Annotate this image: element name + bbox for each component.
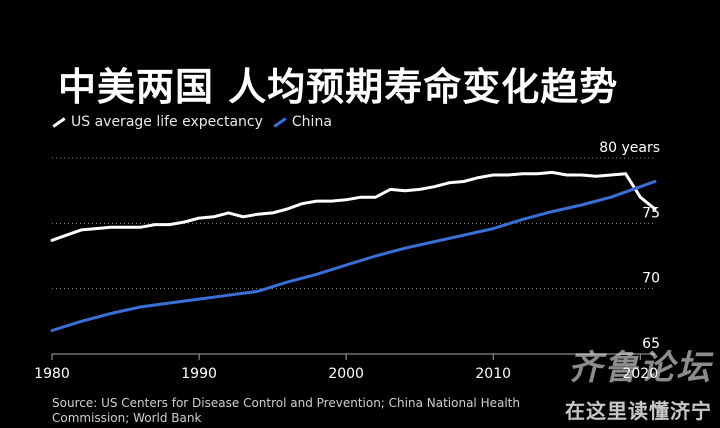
y-tick-label-65: 65 bbox=[642, 336, 660, 352]
x-tick-label-2000: 2000 bbox=[328, 366, 364, 382]
legend: US average life expectancy China bbox=[52, 114, 342, 130]
watermark-subtitle: 在这里读懂济宁 bbox=[565, 399, 712, 423]
series-line-us bbox=[50, 170, 657, 242]
legend-item-us: US average life expectancy bbox=[52, 114, 263, 130]
source-note: Source: US Centers for Disease Control a… bbox=[52, 396, 520, 425]
watermark: 齐鲁论坛 在这里读懂济宁 bbox=[565, 340, 712, 424]
legend-label-china: China bbox=[291, 114, 332, 130]
legend-item-china: China bbox=[273, 114, 332, 130]
y-tick-label-80: 80 years bbox=[599, 140, 660, 156]
x-tick-label-2010: 2010 bbox=[475, 366, 511, 382]
series-line-china bbox=[50, 180, 657, 332]
legend-label-us: US average life expectancy bbox=[71, 114, 263, 130]
x-tick-label-2020: 2020 bbox=[622, 366, 658, 382]
watermark-logo: 齐鲁论坛 bbox=[568, 348, 712, 388]
chart-title: 中美两国 人均预期寿命变化趋势 bbox=[58, 65, 619, 109]
y-tick-label-70: 70 bbox=[642, 271, 660, 287]
x-tick-label-1990: 1990 bbox=[181, 366, 217, 382]
x-tick-label-1980: 1980 bbox=[34, 366, 70, 382]
